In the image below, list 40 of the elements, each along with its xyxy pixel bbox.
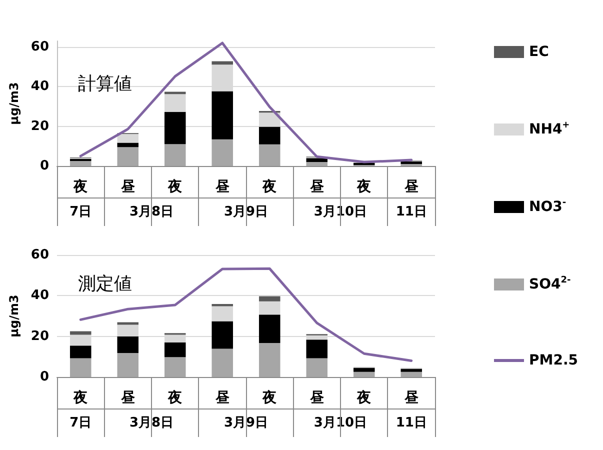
- x-tick-label: 昼: [403, 179, 418, 195]
- legend-label: EC: [529, 44, 549, 60]
- y-tick-label: 20: [30, 118, 49, 134]
- text: 計算値: [78, 74, 132, 94]
- text: 測定値: [78, 274, 132, 294]
- text: 11日: [396, 416, 427, 430]
- y-tick-label: 20: [30, 328, 49, 344]
- x-tick-label: 夜: [72, 389, 89, 406]
- x-tick-label: 夜: [262, 389, 278, 406]
- text: 3月8日: [129, 204, 174, 220]
- legend-label: NO3-: [529, 198, 566, 215]
- x-tick-label: 夜: [356, 178, 372, 195]
- x-tick-label: 夜: [262, 178, 278, 195]
- x-tick-label: 昼: [214, 179, 230, 195]
- text: 7日: [70, 204, 92, 220]
- x-tick-label: 夜: [72, 178, 89, 195]
- y-tick-label: 60: [30, 39, 49, 54]
- y-tick-label: 0: [40, 158, 49, 174]
- y-tick-label: 40: [30, 79, 49, 94]
- text: 7日: [70, 416, 92, 430]
- x-tick-label: 昼: [308, 179, 324, 195]
- text: 3月8日: [129, 416, 174, 430]
- text: 3月9日: [224, 204, 268, 220]
- y-tick-label: 40: [30, 288, 49, 304]
- y-tick-label: 60: [30, 248, 49, 262]
- x-tick-label: 夜: [167, 389, 184, 406]
- legend-label: NH4+: [529, 120, 570, 138]
- x-tick-label: 昼: [214, 390, 230, 406]
- x-tick-label: 昼: [308, 390, 324, 406]
- x-tick-label: 昼: [120, 179, 135, 195]
- y-axis-title: μg/m3: [7, 294, 21, 338]
- x-tick-label: 夜: [356, 389, 372, 406]
- y-tick-label: 0: [40, 370, 49, 384]
- x-tick-label: 昼: [403, 390, 418, 406]
- text: 11日: [396, 204, 427, 220]
- text: 3月9日: [224, 416, 268, 430]
- y-axis-title: μg/m3: [7, 82, 21, 125]
- x-tick-label: 昼: [120, 390, 135, 406]
- x-tick-label: 夜: [167, 178, 184, 195]
- legend-label: PM2.5: [529, 352, 578, 368]
